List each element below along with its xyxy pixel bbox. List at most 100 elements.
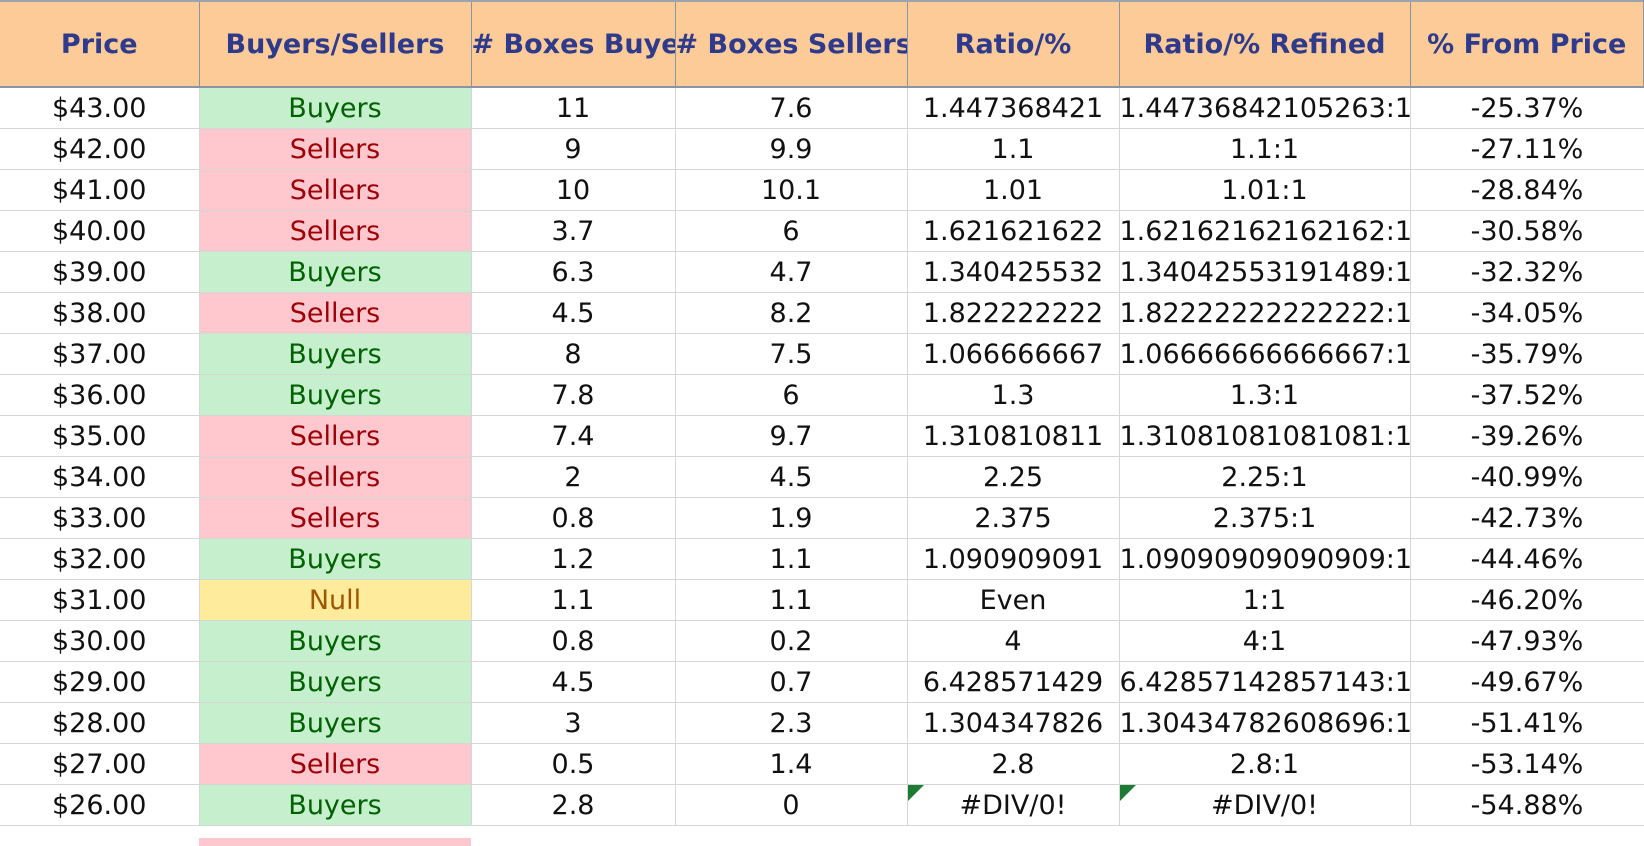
header-boxes-sellers[interactable]: # Boxes Sellers	[674, 0, 908, 88]
cell-from-price[interactable]: -37.52%	[1410, 374, 1644, 416]
cell-from-price[interactable]: -51.41%	[1410, 702, 1644, 744]
cell-ratio-refined[interactable]: 1.62162162162162:1	[1119, 210, 1411, 252]
cell-boxes-sellers[interactable]: 1.1	[675, 579, 908, 621]
cell-boxes-sellers[interactable]: 4.7	[675, 251, 908, 293]
cell-buyers-sellers[interactable]: Buyers	[199, 87, 472, 129]
cell-boxes-sellers[interactable]: 4.5	[675, 456, 908, 498]
cell-ratio[interactable]: 1.310810811	[907, 415, 1120, 457]
cell-ratio[interactable]: 4	[907, 620, 1120, 662]
cell-ratio-refined[interactable]: 2.375:1	[1119, 497, 1411, 539]
cell-buyers-sellers[interactable]: Buyers	[199, 661, 472, 703]
cell-price[interactable]: $43.00	[0, 87, 200, 129]
cell-from-price[interactable]: -54.88%	[1410, 784, 1644, 826]
cell-boxes-sellers[interactable]: 0.2	[675, 620, 908, 662]
cell-price[interactable]: $39.00	[0, 251, 200, 293]
cell-boxes-buyers[interactable]: 7.4	[471, 415, 676, 457]
cell-boxes-buyers[interactable]: 3.7	[471, 210, 676, 252]
cell-from-price[interactable]: -34.05%	[1410, 292, 1644, 334]
cell-ratio-refined[interactable]: 1.82222222222222:1	[1119, 292, 1411, 334]
cell-ratio-refined[interactable]: 1.34042553191489:1	[1119, 251, 1411, 293]
cell-ratio[interactable]: #DIV/0!	[907, 784, 1120, 826]
cell-from-price[interactable]: -53.14%	[1410, 743, 1644, 785]
cell-boxes-buyers[interactable]: 11	[471, 87, 676, 129]
cell-ratio[interactable]: 1.3	[907, 374, 1120, 416]
cell-ratio-refined[interactable]: 4:1	[1119, 620, 1411, 662]
cell-buyers-sellers[interactable]: Buyers	[199, 251, 472, 293]
cell-boxes-buyers[interactable]: 1.2	[471, 538, 676, 580]
cell-ratio[interactable]: 1.340425532	[907, 251, 1120, 293]
cell-boxes-sellers[interactable]: 9.7	[675, 415, 908, 457]
header-boxes-buyers[interactable]: # Boxes Buyers	[470, 0, 676, 88]
cell-from-price[interactable]: -35.79%	[1410, 333, 1644, 375]
cell-price[interactable]: $30.00	[0, 620, 200, 662]
cell-boxes-sellers[interactable]: 0.7	[675, 661, 908, 703]
cell-boxes-sellers[interactable]: 1.4	[675, 743, 908, 785]
cell-boxes-buyers[interactable]: 8	[471, 333, 676, 375]
cell-from-price[interactable]: -25.37%	[1410, 87, 1644, 129]
cell-boxes-buyers[interactable]: 3	[471, 702, 676, 744]
cell-buyers-sellers[interactable]: Buyers	[199, 374, 472, 416]
cell-ratio[interactable]: 1.447368421	[907, 87, 1120, 129]
cell-ratio-refined[interactable]: 1.06666666666667:1	[1119, 333, 1411, 375]
cell-ratio[interactable]: 2.375	[907, 497, 1120, 539]
cell-buyers-sellers[interactable]: Buyers	[199, 333, 472, 375]
cell-price[interactable]: $31.00	[0, 579, 200, 621]
cell-ratio[interactable]: 1.1	[907, 128, 1120, 170]
cell-buyers-sellers[interactable]: Buyers	[199, 702, 472, 744]
header-from-price[interactable]: % From Price	[1409, 0, 1644, 88]
cell-from-price[interactable]: -39.26%	[1410, 415, 1644, 457]
cell-boxes-sellers[interactable]: 8.2	[675, 292, 908, 334]
cell-ratio[interactable]: 1.066666667	[907, 333, 1120, 375]
cell-price[interactable]: $42.00	[0, 128, 200, 170]
cell-boxes-buyers[interactable]: 2	[471, 456, 676, 498]
cell-ratio-refined[interactable]: 1.30434782608696:1	[1119, 702, 1411, 744]
cell-boxes-buyers[interactable]: 1.1	[471, 579, 676, 621]
cell-ratio-refined[interactable]: 1.01:1	[1119, 169, 1411, 211]
cell-boxes-sellers[interactable]: 1.9	[675, 497, 908, 539]
cell-from-price[interactable]: -32.32%	[1410, 251, 1644, 293]
cell-buyers-sellers[interactable]: Sellers	[199, 415, 472, 457]
cell-buyers-sellers[interactable]: Buyers	[199, 784, 472, 826]
cell-buyers-sellers[interactable]: Null	[199, 579, 472, 621]
cell-ratio[interactable]: 1.090909091	[907, 538, 1120, 580]
cell-boxes-sellers[interactable]: 0	[675, 784, 908, 826]
cell-ratio-refined[interactable]: 6.42857142857143:1	[1119, 661, 1411, 703]
cell-ratio[interactable]: 2.25	[907, 456, 1120, 498]
cell-buyers-sellers[interactable]: Sellers	[199, 456, 472, 498]
header-ratio[interactable]: Ratio/%	[906, 0, 1120, 88]
cell-ratio-refined[interactable]: 1.3:1	[1119, 374, 1411, 416]
cell-ratio[interactable]: Even	[907, 579, 1120, 621]
cell-buyers-sellers[interactable]: Sellers	[199, 497, 472, 539]
cell-buyers-sellers[interactable]: Sellers	[199, 292, 472, 334]
cell-ratio[interactable]: 1.304347826	[907, 702, 1120, 744]
cell-boxes-buyers[interactable]: 2.8	[471, 784, 676, 826]
header-buyers-sellers[interactable]: Buyers/Sellers	[198, 0, 472, 88]
cell-from-price[interactable]: -40.99%	[1410, 456, 1644, 498]
cell-boxes-sellers[interactable]: 7.6	[675, 87, 908, 129]
cell-boxes-buyers[interactable]: 0.5	[471, 743, 676, 785]
header-ratio-refined[interactable]: Ratio/% Refined	[1118, 0, 1411, 88]
cell-ratio-refined[interactable]: #DIV/0!	[1119, 784, 1411, 826]
cell-price[interactable]: $41.00	[0, 169, 200, 211]
cell-buyers-sellers[interactable]: Sellers	[199, 210, 472, 252]
cell-buyers-sellers[interactable]: Sellers	[199, 128, 472, 170]
cell-from-price[interactable]: -42.73%	[1410, 497, 1644, 539]
cell-ratio-refined[interactable]: 1.1:1	[1119, 128, 1411, 170]
cell-price[interactable]: $35.00	[0, 415, 200, 457]
cell-boxes-buyers[interactable]: 0.8	[471, 497, 676, 539]
cell-price[interactable]: $29.00	[0, 661, 200, 703]
cell-boxes-sellers[interactable]: 6	[675, 374, 908, 416]
cell-price[interactable]: $28.00	[0, 702, 200, 744]
cell-ratio-refined[interactable]: 1.44736842105263:1	[1119, 87, 1411, 129]
cell-boxes-sellers[interactable]: 7.5	[675, 333, 908, 375]
cell-price[interactable]: $27.00	[0, 743, 200, 785]
cell-ratio-refined[interactable]: 1:1	[1119, 579, 1411, 621]
cell-boxes-buyers[interactable]: 4.5	[471, 292, 676, 334]
cell-price[interactable]: $37.00	[0, 333, 200, 375]
cell-boxes-sellers[interactable]: 1.1	[675, 538, 908, 580]
error-indicator-icon[interactable]	[907, 785, 924, 801]
cell-price[interactable]: $40.00	[0, 210, 200, 252]
cell-boxes-buyers[interactable]: 7.8	[471, 374, 676, 416]
cell-ratio[interactable]: 1.621621622	[907, 210, 1120, 252]
cell-ratio[interactable]: 6.428571429	[907, 661, 1120, 703]
